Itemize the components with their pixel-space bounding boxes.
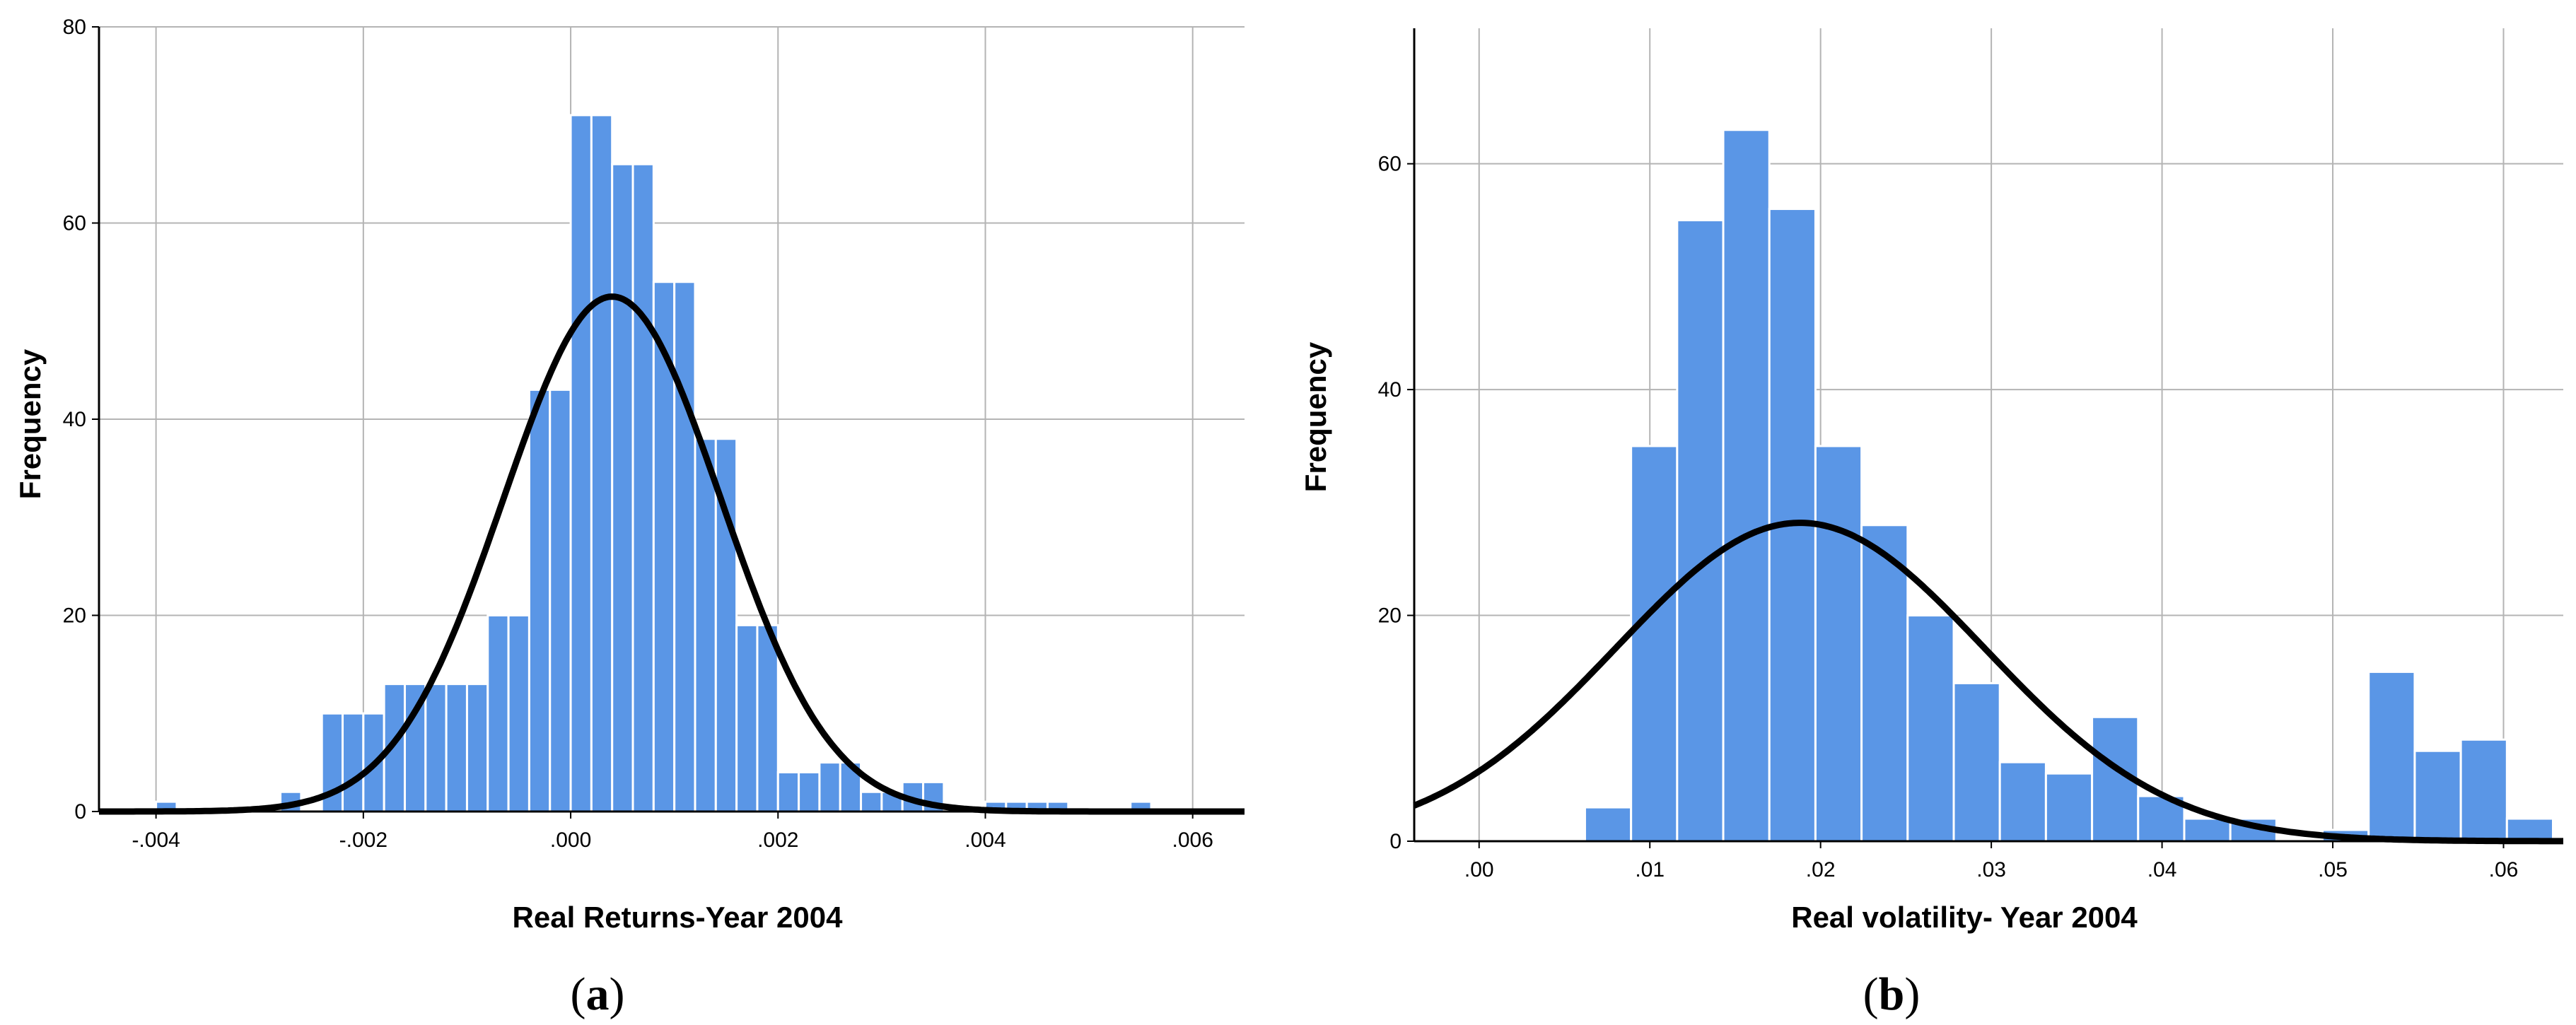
x-tick-label: .06 xyxy=(2489,858,2519,882)
x-axis-title: Real Returns-Year 2004 xyxy=(513,901,844,934)
panel-label-open: ( xyxy=(1863,968,1879,1020)
panel-a: 0 20 40 60 80 -.004 -.002 .000 .002 .004 .006 Freq… xyxy=(0,0,1287,1025)
histogram-bar xyxy=(1860,524,1909,843)
histogram-bar xyxy=(776,771,800,813)
histogram-bar xyxy=(445,683,468,813)
x-tick-label: .04 xyxy=(2147,858,2177,882)
histogram-bar xyxy=(631,163,655,813)
panel-label: (a) xyxy=(571,968,625,1020)
x-tick-label: .01 xyxy=(1635,858,1665,882)
histogram-bar xyxy=(549,388,572,813)
y-tick-label: 0 xyxy=(1389,830,1401,853)
x-tick-label: .002 xyxy=(757,828,798,852)
panel-label-letter: b xyxy=(1879,968,1905,1020)
histogram-bar xyxy=(673,281,697,813)
tick-labels: 0 20 40 60 80 -.004 -.002 .000 .002 .004 .006 xyxy=(63,16,1213,852)
histogram-bar xyxy=(2413,749,2462,843)
x-tick-label: -.004 xyxy=(132,828,180,852)
panel-label-close: ) xyxy=(610,968,625,1020)
histogram-chart-a: 0 20 40 60 80 -.004 -.002 .000 .002 .004 .006 Freq… xyxy=(13,16,1245,1020)
histogram-bar xyxy=(528,388,552,813)
y-axis-title: Frequency xyxy=(1299,341,1332,492)
y-tick-label: 60 xyxy=(1378,153,1401,176)
histogram-bar xyxy=(1998,761,2047,843)
panel-b: 0 20 40 60 .00 .01 .02 .03 .04 .05 .06 Frequency R… xyxy=(1287,0,2576,1025)
histogram-bar xyxy=(342,712,365,813)
x-tick-label: .00 xyxy=(1464,858,1494,882)
y-tick-label: 80 xyxy=(63,16,86,39)
histogram-bar xyxy=(611,163,634,813)
normal-curve xyxy=(1413,520,2564,845)
histogram-chart-b: 0 20 40 60 .00 .01 .02 .03 .04 .05 .06 Frequency R… xyxy=(1299,28,2564,1020)
histogram-bar xyxy=(507,614,530,813)
histogram-bar xyxy=(486,614,510,813)
histogram-bar xyxy=(1722,129,1771,843)
histogram-bars xyxy=(1583,129,2555,843)
x-tick-label: .02 xyxy=(1806,858,1836,882)
histogram-bar xyxy=(590,114,614,813)
histogram-bar xyxy=(569,114,593,813)
panel-label-letter: a xyxy=(586,968,610,1020)
histogram-bar xyxy=(2505,817,2555,843)
histogram-bar xyxy=(735,623,759,813)
histogram-bar xyxy=(1630,445,1679,843)
panel-label: (b) xyxy=(1863,968,1921,1020)
histogram-bar xyxy=(860,790,883,813)
x-tick-label: -.002 xyxy=(339,828,387,852)
histogram-bar xyxy=(424,683,448,813)
histogram-bar xyxy=(818,761,841,813)
y-tick-label: 60 xyxy=(63,212,86,235)
histogram-bar xyxy=(798,771,821,813)
histogram-bar xyxy=(1676,219,1725,843)
histogram-bar xyxy=(756,623,779,813)
y-tick-label: 40 xyxy=(63,408,86,431)
x-axis-title: Real volatility- Year 2004 xyxy=(1791,901,2138,934)
x-tick-label: .05 xyxy=(2318,858,2348,882)
histogram-bar xyxy=(694,438,717,813)
histogram-bar xyxy=(465,683,489,813)
x-tick-label: .006 xyxy=(1172,828,1213,852)
histogram-bar xyxy=(1814,445,1863,843)
histogram-bar xyxy=(2183,817,2232,843)
histogram-bars xyxy=(155,114,1153,813)
y-tick-label: 40 xyxy=(1378,378,1401,402)
histogram-bar xyxy=(2044,772,2094,843)
x-tick-label: .004 xyxy=(964,828,1006,852)
histogram-bar xyxy=(1583,806,1633,843)
x-tick-label: .03 xyxy=(1976,858,2006,882)
tick-labels: 0 20 40 60 .00 .01 .02 .03 .04 .05 .06 xyxy=(1378,153,2519,882)
histogram-bar xyxy=(1906,614,1955,843)
y-axis-title: Frequency xyxy=(13,348,47,499)
y-tick-label: 20 xyxy=(1378,604,1401,628)
x-tick-label: .000 xyxy=(550,828,591,852)
y-tick-label: 0 xyxy=(74,800,86,824)
histogram-bar xyxy=(2459,738,2508,843)
panel-label-close: ) xyxy=(1904,968,1920,1020)
histogram-bar xyxy=(1952,681,2001,843)
panel-label-open: ( xyxy=(571,968,586,1020)
y-tick-label: 20 xyxy=(63,604,86,628)
histogram-bar xyxy=(2367,670,2416,843)
normal-curve-layer xyxy=(1413,520,2564,845)
